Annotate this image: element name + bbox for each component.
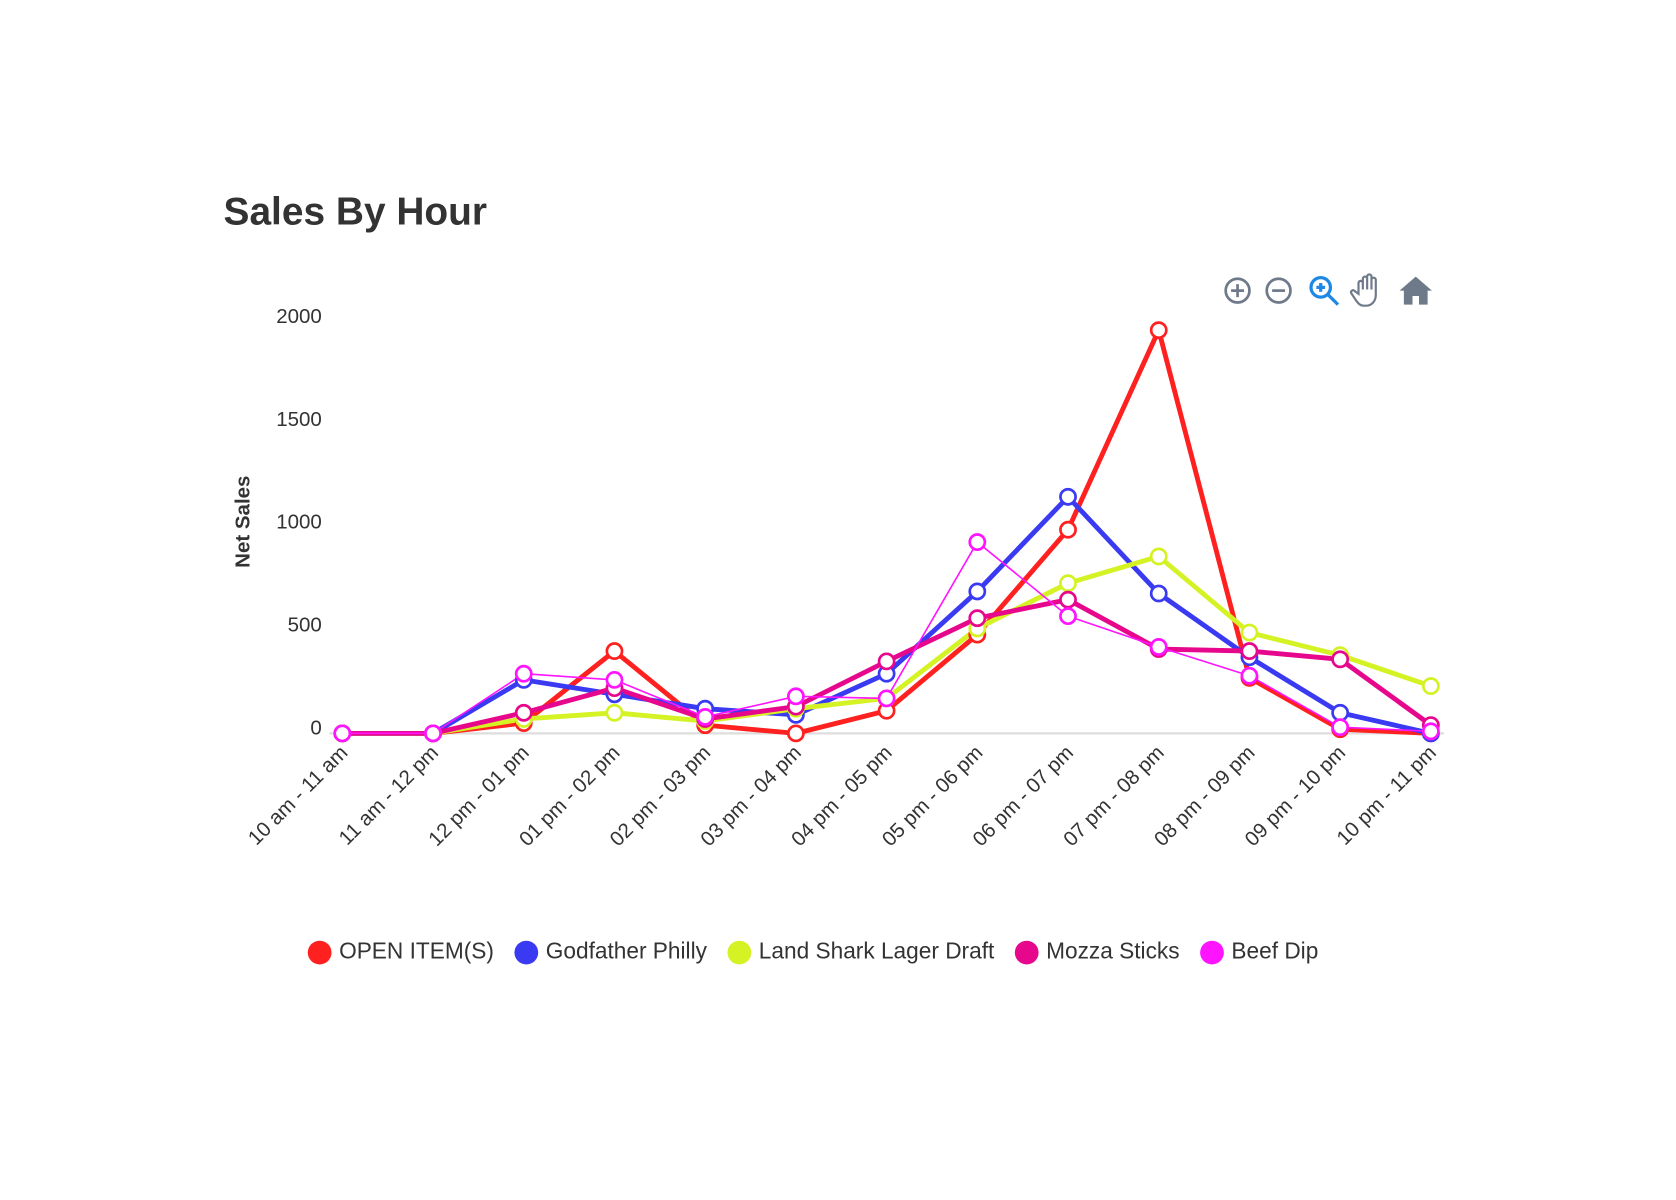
data-point xyxy=(605,670,624,689)
y-axis-label: Net Sales xyxy=(231,476,254,568)
legend-marker xyxy=(514,940,539,965)
data-point xyxy=(1149,547,1168,566)
data-point xyxy=(1331,650,1350,669)
data-point xyxy=(1059,520,1077,539)
zoom-out-button[interactable] xyxy=(1265,277,1292,304)
data-point xyxy=(605,642,624,660)
legend-item[interactable]: Land Shark Lager Draft xyxy=(727,938,995,965)
data-point xyxy=(1331,703,1350,722)
chart-title: Sales By Hour xyxy=(224,191,487,234)
selection-zoom-button[interactable] xyxy=(1309,276,1340,306)
data-point xyxy=(696,708,715,726)
data-point xyxy=(1421,722,1440,741)
legend-item[interactable]: Godfather Philly xyxy=(514,938,708,965)
y-tick-label: 2000 xyxy=(276,305,322,328)
data-point xyxy=(1059,590,1077,609)
data-point xyxy=(968,582,987,601)
data-point xyxy=(968,533,987,551)
legend-item[interactable]: Beef Dip xyxy=(1200,938,1318,965)
y-tick-label: 1000 xyxy=(276,511,322,534)
legend-marker xyxy=(1200,940,1224,965)
data-point xyxy=(786,687,805,706)
legend-marker xyxy=(307,940,332,965)
data-point xyxy=(424,724,442,743)
data-point xyxy=(1240,642,1259,660)
data-point xyxy=(786,724,805,743)
legend-item[interactable]: Mozza Sticks xyxy=(1014,938,1180,965)
data-point xyxy=(877,652,896,671)
data-point xyxy=(1331,718,1350,737)
data-point xyxy=(1059,607,1077,626)
data-point xyxy=(514,664,533,683)
legend-label: Mozza Sticks xyxy=(1046,938,1179,964)
zoom-in-button[interactable] xyxy=(1224,277,1251,304)
data-point xyxy=(1149,638,1168,656)
data-point xyxy=(333,724,352,743)
data-point xyxy=(1059,487,1077,506)
legend-label: OPEN ITEM(S) xyxy=(339,938,494,964)
y-tick-label: 500 xyxy=(288,614,322,637)
data-point xyxy=(1240,666,1259,685)
data-point xyxy=(877,689,896,708)
data-point xyxy=(605,703,624,722)
data-point xyxy=(1421,677,1440,695)
legend-marker xyxy=(1014,940,1039,965)
y-tick-label: 0 xyxy=(310,716,321,739)
legend-label: Beef Dip xyxy=(1231,938,1318,964)
data-point xyxy=(1149,321,1168,340)
data-point xyxy=(1149,584,1168,603)
legend-label: Land Shark Lager Draft xyxy=(759,938,995,964)
data-point xyxy=(1059,574,1077,593)
legend-item[interactable]: OPEN ITEM(S) xyxy=(307,938,494,965)
y-tick-label: 1500 xyxy=(276,408,322,431)
pan-button[interactable] xyxy=(1349,273,1377,307)
reset-button[interactable] xyxy=(1399,276,1432,305)
data-point xyxy=(514,703,533,722)
data-point xyxy=(1240,623,1259,642)
legend-label: Godfather Philly xyxy=(546,938,708,964)
data-point xyxy=(968,609,987,628)
legend-marker xyxy=(727,940,752,965)
toolbar xyxy=(1224,273,1432,307)
